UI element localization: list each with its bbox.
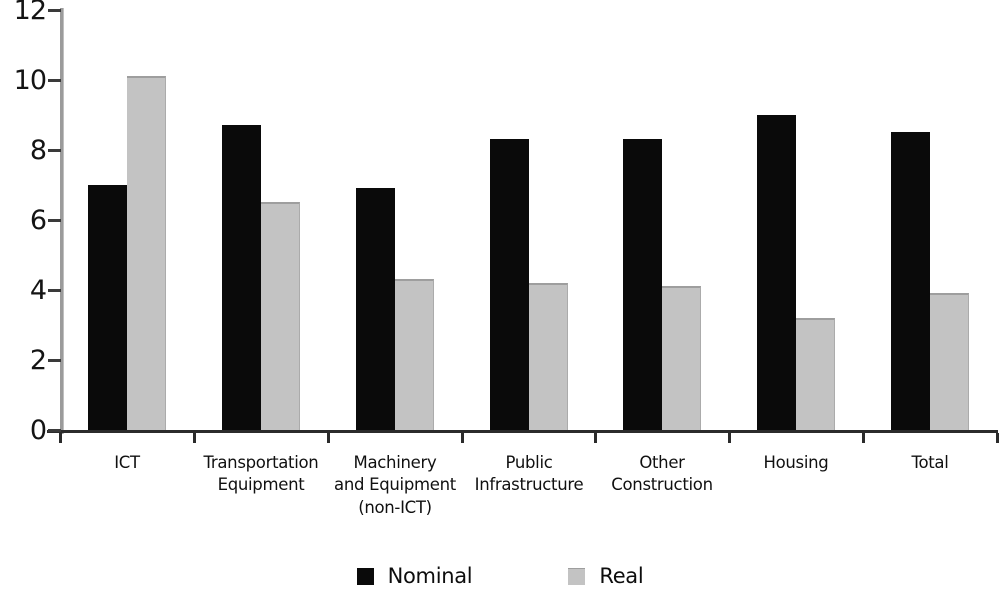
bar-real <box>662 286 701 430</box>
bar-nominal <box>757 115 796 430</box>
legend-item-nominal: Nominal <box>356 564 473 588</box>
bar-real <box>127 76 166 430</box>
bar-real <box>261 202 300 430</box>
y-tick-label: 8 <box>29 135 47 166</box>
legend-label-nominal: Nominal <box>387 564 473 588</box>
x-tick <box>192 433 196 443</box>
y-tick-label: 2 <box>29 345 47 376</box>
bar-real <box>529 283 568 430</box>
bar-nominal <box>891 132 930 430</box>
y-tick <box>48 429 61 432</box>
legend-label-real: Real <box>599 564 644 588</box>
y-axis <box>60 8 63 434</box>
y-tick-label: 12 <box>13 0 47 26</box>
category-label: Machinery and Equipment (non-ICT) <box>334 453 456 517</box>
y-tick <box>48 79 61 82</box>
x-tick <box>862 433 866 443</box>
nominal-swatch-icon <box>356 568 374 585</box>
y-tick-label: 6 <box>29 205 47 236</box>
chart-legend: Nominal Real <box>0 566 1000 587</box>
category-label: Housing <box>763 453 829 472</box>
bar-real <box>796 318 835 430</box>
x-tick <box>728 433 732 443</box>
legend-item-real: Real <box>568 564 644 588</box>
y-tick-label: 10 <box>13 65 47 96</box>
y-tick-label: 0 <box>29 415 47 446</box>
bar-nominal <box>222 125 261 430</box>
y-tick <box>48 9 61 12</box>
bar-real <box>395 279 434 430</box>
x-tick <box>59 433 62 443</box>
x-tick <box>996 433 999 443</box>
category-label: Total <box>911 453 949 472</box>
y-tick <box>48 219 61 222</box>
category-label: Transportation Equipment <box>203 453 319 495</box>
y-tick <box>48 149 61 152</box>
real-swatch-icon <box>568 568 586 585</box>
bar-nominal <box>490 139 529 430</box>
category-label: Other Construction <box>611 453 713 495</box>
x-tick <box>326 433 330 443</box>
x-tick <box>460 433 464 443</box>
y-tick-label: 4 <box>29 275 47 306</box>
category-label: Public Infrastructure <box>474 453 584 495</box>
y-tick <box>48 289 61 292</box>
x-tick <box>594 433 598 443</box>
bar-nominal <box>88 185 127 430</box>
bar-nominal <box>356 188 395 430</box>
y-tick <box>48 359 61 362</box>
x-axis <box>47 430 998 433</box>
category-label: ICT <box>114 453 140 472</box>
bar-real <box>930 293 969 430</box>
bar-nominal <box>623 139 662 430</box>
